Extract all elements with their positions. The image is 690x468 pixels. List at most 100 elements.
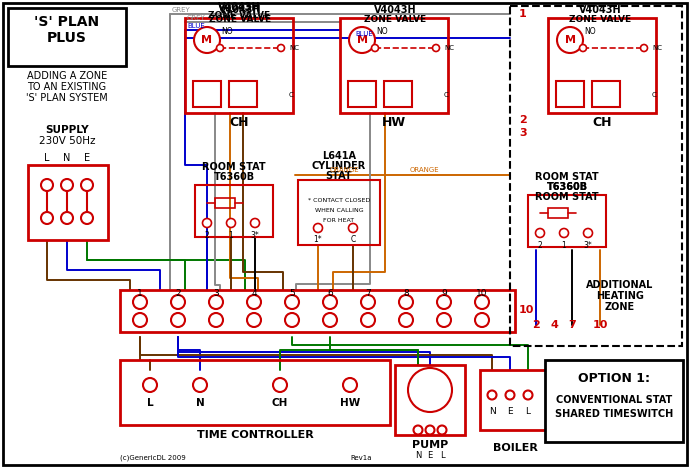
Text: ROOM STAT: ROOM STAT [202, 162, 266, 172]
Circle shape [61, 179, 73, 191]
Circle shape [41, 212, 53, 224]
Circle shape [250, 219, 259, 227]
Text: TO AN EXISTING: TO AN EXISTING [28, 82, 106, 92]
Text: BLUE: BLUE [355, 31, 373, 37]
Text: V4043H: V4043H [579, 5, 621, 15]
Text: GREY: GREY [187, 15, 206, 21]
Circle shape [285, 313, 299, 327]
Circle shape [433, 44, 440, 51]
Text: NO: NO [221, 28, 233, 37]
Bar [348, 81, 376, 107]
Text: C: C [289, 92, 294, 98]
Text: STAT: STAT [326, 171, 353, 181]
Text: E: E [427, 451, 433, 460]
Circle shape [349, 27, 375, 53]
Circle shape [143, 378, 157, 392]
Text: (c)GenericDL 2009: (c)GenericDL 2009 [120, 455, 186, 461]
Text: OPTION 1:: OPTION 1: [578, 372, 650, 385]
Circle shape [81, 179, 93, 191]
Bar [384, 81, 412, 107]
Circle shape [437, 295, 451, 309]
Text: ZONE VALVE: ZONE VALVE [364, 15, 426, 24]
Bar [195, 185, 273, 237]
Text: 'S' PLAN: 'S' PLAN [34, 15, 99, 29]
Circle shape [323, 313, 337, 327]
Text: PUMP: PUMP [412, 440, 448, 450]
Text: 7: 7 [365, 288, 371, 298]
Text: NO: NO [584, 28, 595, 37]
Bar [298, 180, 380, 245]
Text: L: L [44, 153, 50, 163]
Text: BLUE: BLUE [187, 23, 205, 29]
Text: Rev1a: Rev1a [350, 455, 371, 461]
Text: TIME CONTROLLER: TIME CONTROLLER [197, 430, 313, 440]
Text: 3: 3 [519, 128, 526, 138]
Circle shape [580, 44, 586, 51]
Circle shape [437, 313, 451, 327]
Text: NC: NC [652, 45, 662, 51]
Bar [548, 18, 656, 113]
Circle shape [209, 295, 223, 309]
Circle shape [61, 212, 73, 224]
Text: 2: 2 [538, 241, 542, 249]
Circle shape [371, 44, 379, 51]
Text: ADDITIONAL: ADDITIONAL [586, 280, 653, 290]
Circle shape [313, 224, 322, 233]
Bar [395, 365, 465, 435]
Text: CH: CH [592, 116, 612, 129]
Text: HW: HW [382, 116, 406, 129]
Text: ROOM STAT: ROOM STAT [535, 192, 599, 202]
Circle shape [343, 378, 357, 392]
Text: 6: 6 [327, 288, 333, 298]
Circle shape [285, 295, 299, 309]
Text: M: M [357, 35, 368, 45]
Circle shape [247, 313, 261, 327]
Circle shape [194, 27, 220, 53]
Circle shape [217, 44, 224, 51]
Text: L: L [147, 398, 153, 408]
Text: 9: 9 [441, 288, 447, 298]
Text: 7: 7 [568, 320, 576, 330]
Circle shape [171, 313, 185, 327]
Bar [480, 370, 550, 430]
Text: 3*: 3* [250, 231, 259, 240]
Text: M: M [564, 35, 575, 45]
Text: ZONE VALVE: ZONE VALVE [569, 15, 631, 24]
Bar [592, 81, 620, 107]
Circle shape [202, 219, 212, 227]
Circle shape [413, 425, 422, 434]
Circle shape [426, 425, 435, 434]
Circle shape [41, 179, 53, 191]
Text: HW: HW [340, 398, 360, 408]
Text: 4: 4 [251, 288, 257, 298]
Text: 5: 5 [289, 288, 295, 298]
Text: CH: CH [272, 398, 288, 408]
Text: C: C [444, 92, 448, 98]
Text: ZONE VALVE: ZONE VALVE [208, 12, 270, 21]
Circle shape [209, 313, 223, 327]
Text: ZONE: ZONE [605, 302, 635, 312]
Text: T6360B: T6360B [546, 182, 588, 192]
Bar [545, 360, 683, 442]
Bar [185, 18, 293, 113]
Circle shape [171, 295, 185, 309]
Text: 1: 1 [228, 231, 233, 240]
Text: E: E [84, 153, 90, 163]
Circle shape [535, 228, 544, 237]
Circle shape [133, 313, 147, 327]
Text: V4043H: V4043H [374, 5, 416, 15]
Text: BOILER: BOILER [493, 443, 538, 453]
Text: 3: 3 [213, 288, 219, 298]
Text: ORANGE: ORANGE [330, 167, 359, 173]
Text: ORANGE: ORANGE [410, 167, 440, 173]
Circle shape [506, 390, 515, 400]
Bar [215, 198, 235, 208]
Text: 8: 8 [403, 288, 409, 298]
Text: * CONTACT CLOSED: * CONTACT CLOSED [308, 197, 370, 203]
Text: 4: 4 [550, 320, 558, 330]
Circle shape [361, 295, 375, 309]
Circle shape [323, 295, 337, 309]
Text: V4043H: V4043H [219, 5, 262, 15]
Text: 1: 1 [562, 241, 566, 249]
Circle shape [226, 219, 235, 227]
